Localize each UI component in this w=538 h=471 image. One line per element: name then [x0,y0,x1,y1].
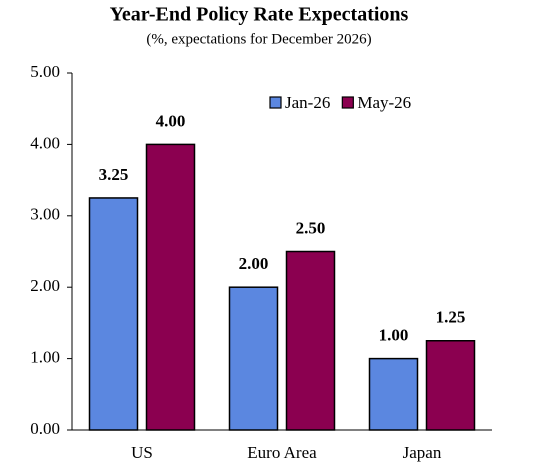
legend-label: May-26 [357,93,411,112]
y-tick-label: 5.00 [30,62,60,81]
y-tick-label: 2.00 [30,276,60,295]
bar [425,340,476,431]
x-tick-label: Japan [403,443,442,462]
legend-swatch [341,96,354,109]
chart-subtitle: (%, expectations for December 2026) [146,31,371,47]
value-label: 2.50 [296,218,326,237]
chart-title: Year-End Policy Rate Expectations [110,4,409,26]
value-label: 1.00 [379,326,409,345]
bar [145,143,196,431]
y-tick-label: 1.00 [30,348,60,367]
bar [368,357,419,431]
y-tick-label: 3.00 [30,205,60,224]
y-tick-label: 4.00 [30,133,60,152]
bar [228,286,279,431]
value-label: 4.00 [156,111,186,130]
value-label: 2.00 [239,254,269,273]
legend-label: Jan-26 [285,93,330,112]
y-tick-label: 0.00 [30,419,60,438]
value-label: 3.25 [99,165,129,184]
bar [88,197,139,431]
x-tick-label: US [131,443,153,462]
legend-swatch [269,96,282,109]
value-label: 1.25 [436,308,466,327]
x-tick-label: Euro Area [247,443,317,462]
bar [285,250,336,431]
